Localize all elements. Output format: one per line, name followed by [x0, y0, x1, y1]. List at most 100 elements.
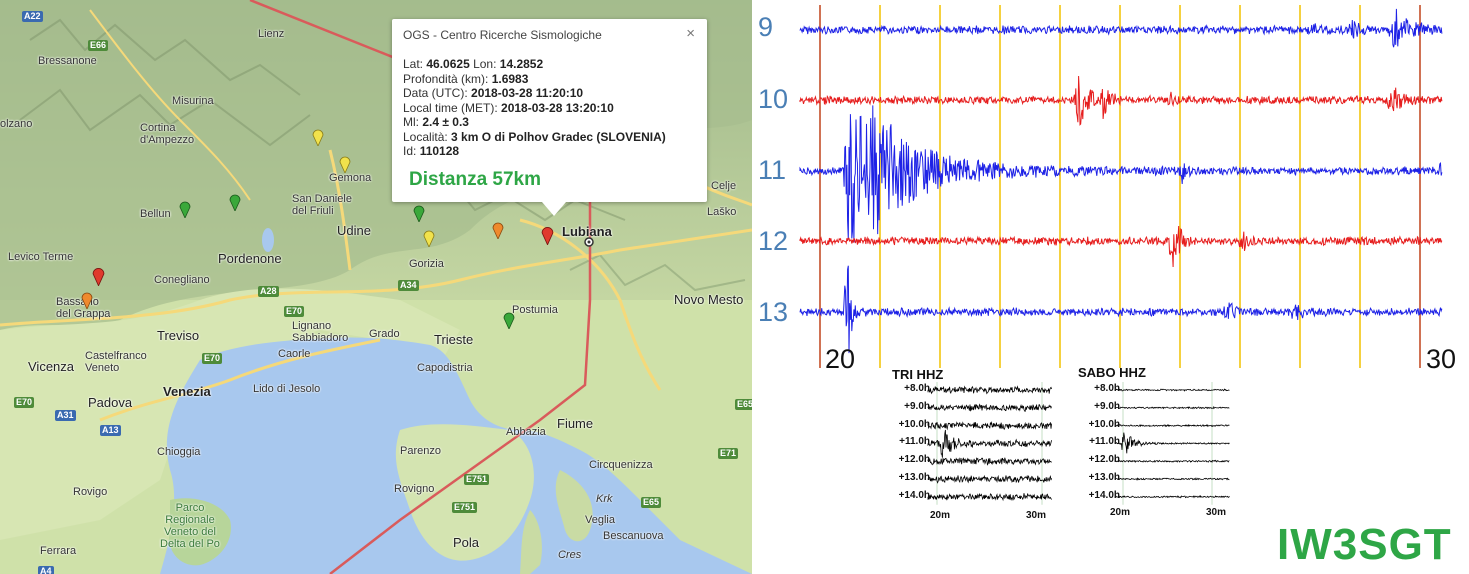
popup-title: OGS - Centro Ricerche Sismologiche — [403, 28, 602, 42]
mini-seismogram — [927, 382, 1052, 505]
road-shield: E66 — [88, 40, 109, 51]
earthquake-marker-selected-icon[interactable] — [541, 225, 554, 245]
channel-label: 9 — [758, 12, 774, 42]
place-rovigo: Rovigo — [73, 486, 108, 498]
place-lubiana: Lubiana — [562, 224, 612, 239]
road-shield: E65 — [735, 399, 752, 410]
place-lido-jesolo: Lido di Jesolo — [253, 383, 321, 395]
popup-row-depth: Profondità (km): 1.6983 — [403, 71, 529, 86]
mini-row-label: +14.0h — [898, 489, 930, 501]
earthquake-marker-yellow-icon[interactable] — [339, 155, 351, 173]
place-parco-delta: Parco Regionale Veneto del Delta del Po — [160, 502, 220, 550]
earthquake-marker-orange-icon[interactable] — [81, 291, 93, 309]
place-san-daniele: San Daniele del Friuli — [292, 193, 352, 217]
earthquake-marker-green-icon[interactable] — [503, 311, 515, 329]
place-lignano: Lignano Sabbiadoro — [292, 320, 349, 344]
popup-row-magnitude: Ml: 2.4 ± 0.3 — [403, 115, 469, 129]
seismogram-trace — [799, 75, 1443, 126]
mini-plot-title-tri: TRI HHZ — [892, 367, 944, 382]
place-novo-mesto: Novo Mesto — [674, 292, 744, 307]
mini-x-tick: 20m — [1110, 507, 1131, 518]
mini-row-label: +11.0h — [1089, 436, 1120, 448]
mini-row-label: +9.0h — [1094, 400, 1120, 412]
place-conegliano: Conegliano — [154, 274, 210, 286]
close-icon[interactable]: × — [686, 25, 695, 42]
mini-x-tick: 20m — [930, 510, 951, 521]
seismogram-trace — [799, 225, 1443, 268]
mini-row-label: +13.0h — [1088, 472, 1120, 483]
place-padova: Padova — [88, 395, 133, 410]
place-bressanone: Bressanone — [38, 55, 97, 67]
place-cres: Cres — [558, 549, 582, 561]
mini-row-label: +12.0h — [1088, 454, 1120, 466]
earthquake-marker-green-icon[interactable] — [413, 204, 425, 222]
road-shield: A31 — [55, 410, 76, 421]
distance-label: Distanza 57km — [409, 169, 542, 190]
place-pola: Pola — [453, 535, 480, 550]
place-caorle: Caorle — [278, 348, 311, 360]
earthquake-marker-green-icon[interactable] — [179, 200, 191, 218]
mini-row-label: +13.0h — [898, 472, 930, 483]
place-treviso: Treviso — [157, 328, 200, 343]
popup-row-id: Id: 110128 — [403, 144, 460, 158]
place-postumia: Postumia — [512, 304, 558, 316]
mini-x-tick: 30m — [1206, 507, 1227, 518]
place-udine: Udine — [337, 223, 371, 238]
mini-row-label: +8.0h — [904, 383, 930, 394]
popup-row-utc: Data (UTC): 2018-03-28 11:20:10 — [403, 86, 584, 100]
place-abbazia: Abbazia — [506, 426, 546, 438]
mini-x-tick: 30m — [1026, 510, 1047, 521]
place-lienz: Lienz — [258, 28, 285, 40]
place-belluno: Bellun — [140, 208, 171, 220]
place-krk: Krk — [596, 493, 613, 505]
station-callsign: IW3SGT — [1277, 520, 1452, 569]
road-shield: E71 — [718, 448, 739, 459]
place-gorizia: Gorizia — [409, 258, 444, 270]
map-panel[interactable]: Lienz Bressanone Misurina Cortina d'Ampe… — [0, 0, 752, 574]
mini-row-label: +8.0h — [1094, 383, 1120, 394]
place-lasko: Laško — [707, 206, 737, 218]
road-shield: A13 — [100, 425, 121, 436]
road-shield: E70 — [284, 306, 305, 317]
mini-seismogram — [1115, 382, 1230, 505]
earthquake-marker-yellow-icon[interactable] — [312, 128, 324, 146]
popup-tail — [542, 202, 566, 216]
seismogram-trace — [799, 105, 1443, 243]
place-veglia: Veglia — [585, 514, 615, 526]
seismogram-trace — [799, 8, 1443, 48]
place-parenzo: Parenzo — [400, 445, 441, 457]
place-rovigno: Rovigno — [394, 483, 435, 495]
mini-row-label: +12.0h — [898, 454, 930, 466]
place-trieste: Trieste — [434, 332, 474, 347]
event-info-popup: OGS - Centro Ricerche Sismologiche × Lat… — [392, 19, 707, 216]
road-shield: A34 — [398, 280, 419, 291]
popup-details: Lat: 46.0625 Lon: 14.2852 Profondità (km… — [403, 57, 666, 159]
channel-label: 10 — [758, 84, 789, 114]
road-shield: E70 — [14, 397, 35, 408]
place-vicenza: Vicenza — [28, 359, 75, 374]
seismogram-panel: 9 10 11 12 13 20 30 TRI HHZ SABO HHZ 20m… — [752, 0, 1469, 574]
channel-label: 11 — [758, 155, 787, 185]
mini-row-label: +14.0h — [1088, 489, 1120, 501]
road-shield: E751 — [464, 474, 490, 485]
place-cortina: Cortina d'Ampezzo — [140, 122, 195, 146]
mini-row-label: +9.0h — [904, 400, 930, 412]
mini-row-label: +10.0h — [1088, 418, 1120, 430]
earthquake-marker-yellow-icon[interactable] — [423, 229, 435, 247]
seismogram-trace — [799, 265, 1443, 354]
road-shield: A28 — [258, 286, 279, 297]
place-grado: Grado — [369, 328, 400, 340]
road-shield: A22 — [22, 11, 43, 22]
earthquake-marker-red-icon[interactable] — [92, 266, 105, 286]
popup-row-location: Località: 3 km O di Polhov Gradec (SLOVE… — [403, 129, 666, 144]
place-castelfranco: Castelfranco Veneto — [85, 350, 147, 374]
road-shield: E751 — [452, 502, 478, 513]
earthquake-marker-orange-icon[interactable] — [492, 221, 504, 239]
place-capodistria: Capodistria — [417, 362, 473, 374]
place-ferrara: Ferrara — [40, 545, 77, 557]
earthquake-marker-green-icon[interactable] — [229, 193, 241, 211]
x-axis-start: 20 — [825, 344, 856, 374]
place-levico: Levico Terme — [8, 251, 74, 263]
place-venezia: Venezia — [163, 384, 211, 399]
channel-label: 12 — [758, 226, 789, 256]
